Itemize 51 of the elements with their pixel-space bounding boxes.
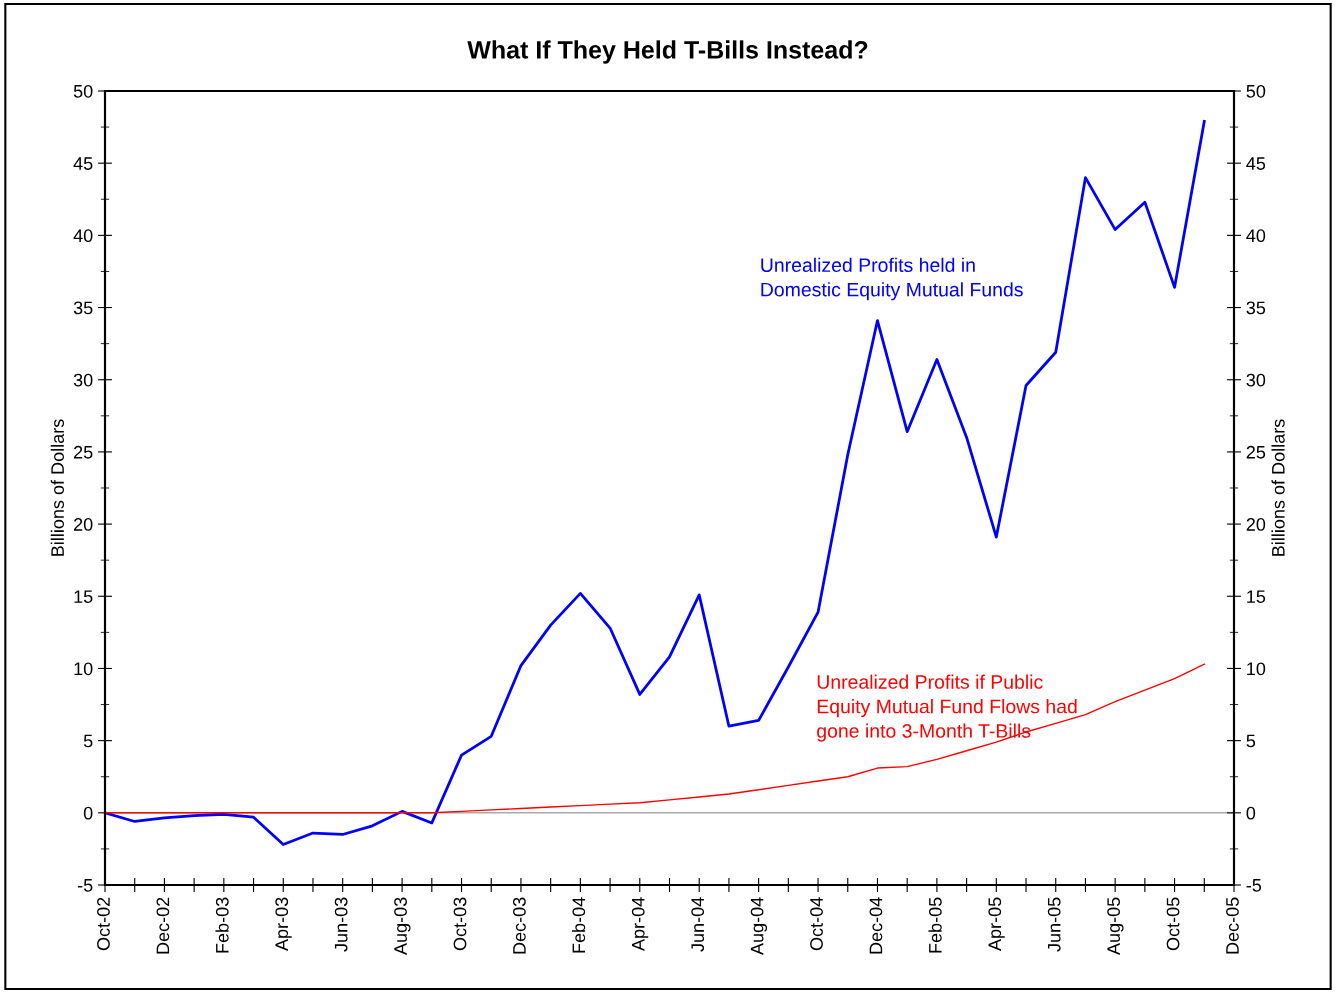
x-tick-label: Oct-03 [453,897,467,951]
x-tick-label: Dec-02 [156,897,170,954]
line-series [105,663,1205,814]
y2-tick-label: 50 [1246,84,1266,98]
x-tick-label: Dec-04 [869,897,883,954]
y-tick-label: 35 [73,301,93,315]
y-tick-label: 45 [73,157,93,170]
x-tick-label: Dec-05 [1226,897,1239,954]
x-tick-label: Aug-05 [1107,897,1124,955]
y2-tick-label: 25 [1246,445,1266,459]
x-tick-label: Jun-04 [691,897,705,952]
x-tick-label: Apr-04 [631,897,649,951]
y-axis-title: Billions of Dollars [50,419,64,556]
x-tick-label: Oct-05 [1166,897,1180,951]
annotation: Unrealized Profits held in Domestic Equity Mutual Funds [761,257,1023,301]
x-tick-label: Feb-05 [928,897,942,953]
x-tick-label: Aug-04 [750,897,768,955]
y-tick-label: 5 [83,734,93,748]
y2-tick-label: 0 [1246,806,1256,820]
y-tick-label: 30 [73,373,93,387]
y2-axis-title: Billions of Dollars [1271,419,1285,556]
x-tick-label: Oct-04 [810,897,823,951]
y2-tick-label: 30 [1246,373,1266,387]
x-tick-label: Oct-02 [97,897,110,951]
x-tick-label: Aug-03 [394,897,411,955]
annotation: Unrealized Profits if Public Equity Mutual Fund Flows had gone into 3-Month T-Bills [817,674,1077,742]
x-tick-label: Apr-03 [275,897,292,951]
x-tick-label: Jun-03 [334,897,348,952]
y-tick-label: 50 [73,84,93,98]
line-series [105,119,1206,846]
y-tick-label: 40 [73,229,93,243]
y-tick-label: 15 [74,590,93,603]
x-tick-label: Jun-05 [1047,897,1061,952]
y2-tick-label: 15 [1247,590,1266,603]
y-tick-label: -5 [77,879,93,892]
y-tick-label: 20 [74,518,93,531]
y2-tick-label: 35 [1246,301,1266,315]
x-tick-label: Apr-05 [988,897,1005,951]
x-tick-label: Feb-03 [215,897,229,953]
chart-title: What If They Held T-Bills Instead? [467,40,868,64]
y-tick-label: 10 [74,662,93,676]
y2-tick-label: 40 [1246,229,1266,243]
x-tick-label: Feb-04 [571,897,586,953]
y2-tick-label: 45 [1246,157,1266,170]
y-tick-label: 0 [83,806,93,820]
y-tick-label: 25 [74,445,93,459]
y2-tick-label: 10 [1247,662,1266,676]
x-tick-label: Dec-03 [513,897,526,954]
y2-tick-label: 5 [1246,734,1256,748]
y2-tick-label: -5 [1246,879,1262,892]
y2-tick-label: 20 [1246,518,1266,531]
